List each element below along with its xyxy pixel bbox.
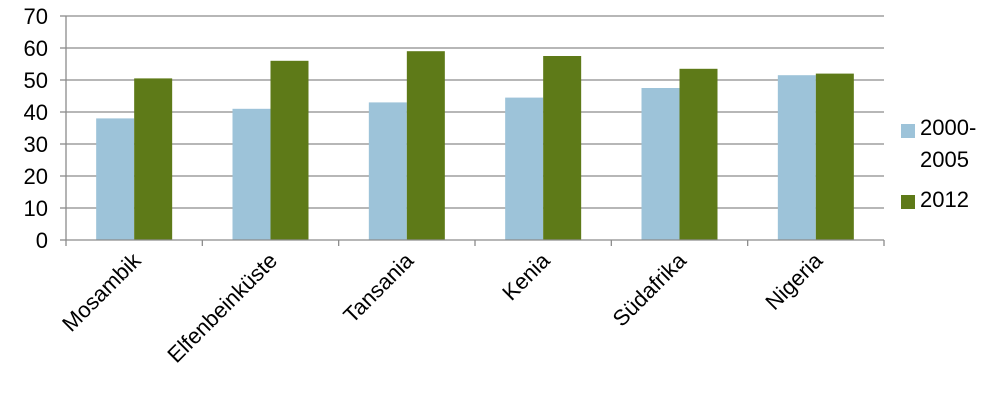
x-tick-label: Südafrika xyxy=(608,247,692,331)
bar-2012-Tansania xyxy=(406,51,445,241)
y-tick-label: 50 xyxy=(24,68,48,93)
y-tick-label: 60 xyxy=(24,36,48,61)
x-tick-label: Mosambik xyxy=(57,247,146,336)
legend-label: 2012 xyxy=(920,187,969,212)
bar-2012-Nigeria xyxy=(815,73,854,240)
bar-2012-Kenia xyxy=(543,56,582,240)
legend: 2000- 2005 2012 xyxy=(901,115,976,212)
y-tick-label: 70 xyxy=(24,4,48,29)
axes xyxy=(65,16,884,241)
legend-swatch-2012 xyxy=(901,195,915,209)
bar-2000-2005-Mosambik xyxy=(96,118,135,240)
bar-2000-2005-Elfenbeinküste xyxy=(232,108,271,240)
y-tick-label: 20 xyxy=(24,164,48,189)
y-tick-label: 0 xyxy=(36,228,48,253)
x-tick-label: Tansania xyxy=(338,247,418,327)
x-axis-ticks: Mosambik Elfenbeinküste Tansania Kenia Südaf… xyxy=(57,240,885,368)
legend-swatch-2000-2005 xyxy=(901,124,915,138)
y-tick-label: 30 xyxy=(24,132,48,157)
bar-2000-2005-Tansania xyxy=(368,102,407,241)
legend-label: 2000- xyxy=(920,115,976,140)
bars xyxy=(96,51,854,241)
y-tick-label: 10 xyxy=(24,196,48,221)
bar-2012-Mosambik xyxy=(134,78,173,241)
y-axis-ticks: 0 10 20 30 40 50 60 70 xyxy=(24,4,66,253)
x-tick-label: Kenia xyxy=(497,247,555,305)
y-tick-label: 40 xyxy=(24,100,48,125)
bar-2000-2005-Kenia xyxy=(505,97,544,240)
gridlines xyxy=(66,15,884,209)
legend-label: 2005 xyxy=(920,147,969,172)
x-tick-label: Elfenbeinküste xyxy=(162,248,282,368)
bar-2000-2005-Südafrika xyxy=(641,88,680,240)
x-tick-label: Nigeria xyxy=(760,247,828,315)
bar-2012-Südafrika xyxy=(679,68,718,240)
bar-2012-Elfenbeinküste xyxy=(270,60,309,240)
bar-2000-2005-Nigeria xyxy=(777,75,816,240)
